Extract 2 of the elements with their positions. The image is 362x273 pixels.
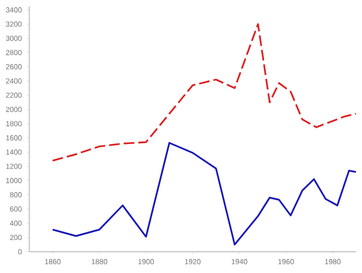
line-series <box>52 142 356 246</box>
line-series <box>52 23 356 162</box>
